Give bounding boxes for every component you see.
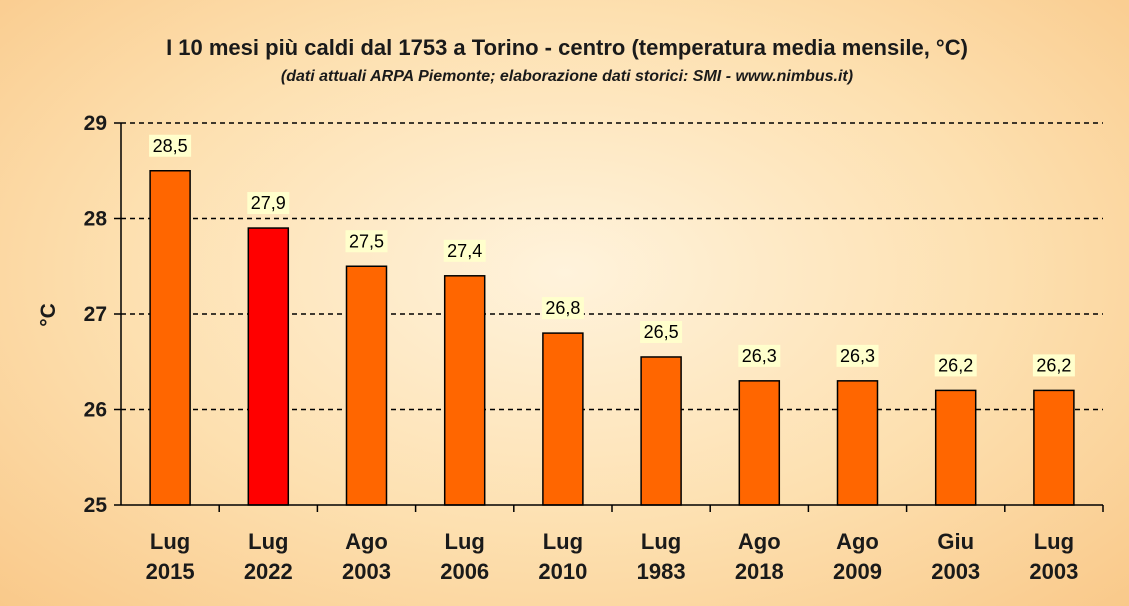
- y-axis-label: °C: [37, 303, 60, 327]
- data-label-bg: [443, 239, 486, 262]
- data-label-bg: [640, 320, 683, 343]
- x-tick-label-month: Ago: [345, 529, 388, 554]
- axes: [114, 122, 1104, 512]
- x-tick-label-year: 2006: [440, 559, 489, 584]
- x-tick-label-month: Lug: [445, 529, 485, 554]
- data-label-bg: [247, 192, 290, 215]
- data-label: 28,5: [153, 136, 188, 156]
- bar: [247, 227, 290, 506]
- x-tick-label-year: 2010: [538, 559, 587, 584]
- x-tick-label-month: Lug: [150, 529, 190, 554]
- x-tick-label-month: Lug: [641, 529, 681, 554]
- y-tick-label: 26: [84, 399, 107, 422]
- x-tick-label-year: 2018: [735, 559, 784, 584]
- bar: [345, 265, 388, 506]
- x-tick-label-year: 2003: [1029, 559, 1078, 584]
- data-label-bg: [836, 344, 879, 367]
- data-label: 26,5: [644, 322, 679, 342]
- bars: [149, 170, 1075, 506]
- y-tick-label: 29: [84, 112, 107, 135]
- data-label-bg: [149, 134, 192, 157]
- bar: [1033, 389, 1075, 506]
- x-tick-label-month: Giu: [937, 529, 974, 554]
- chart-title: I 10 mesi più caldi dal 1753 a Torino - …: [166, 35, 968, 60]
- data-label-bg: [1032, 354, 1075, 377]
- x-tick-label-year: 2022: [244, 559, 293, 584]
- data-label: 26,8: [545, 298, 580, 318]
- data-label-bg: [738, 344, 781, 367]
- data-label-bg: [934, 354, 977, 377]
- x-tick-label-month: Lug: [543, 529, 583, 554]
- bar: [149, 170, 191, 506]
- bar: [934, 389, 977, 506]
- x-tick-label-year: 2015: [146, 559, 195, 584]
- chart-subtitle: (dati attuali ARPA Piemonte; elaborazion…: [281, 68, 853, 85]
- data-label: 26,2: [938, 355, 973, 375]
- data-labels: 28,5 27,9 27,5 27,4 26,8 26,5 26,3 26,3 26,2 26,2: [149, 134, 1075, 377]
- x-tick-label-year: 2003: [931, 559, 980, 584]
- data-label-bg: [541, 297, 584, 320]
- x-tick-label-month: Ago: [836, 529, 879, 554]
- x-tick-label-year: 2003: [342, 559, 391, 584]
- y-tick-label: 28: [84, 208, 108, 231]
- x-tick-label-year: 1983: [637, 559, 686, 584]
- x-tick-label-year: 2009: [833, 559, 882, 584]
- bar: [640, 356, 682, 506]
- data-label: 26,3: [742, 346, 777, 366]
- x-tick-label-month: Lug: [1034, 529, 1074, 554]
- data-label: 27,4: [447, 241, 482, 261]
- y-tick-label: 27: [84, 303, 107, 326]
- bar: [738, 380, 781, 506]
- data-label: 27,5: [349, 231, 384, 251]
- data-label: 27,9: [251, 193, 286, 213]
- tick-labels: 25 26 27 28 29 Lug 2015 Lug 2022 Ago 2003 Lug 2006 Lu…: [84, 112, 1079, 584]
- x-tick-label-month: Ago: [738, 529, 781, 554]
- x-tick-label-month: Lug: [248, 529, 288, 554]
- data-label-bg: [345, 230, 388, 253]
- data-label: 26,3: [840, 346, 875, 366]
- bar: [836, 380, 879, 506]
- y-tick-label: 25: [84, 494, 108, 517]
- bar: [443, 275, 486, 506]
- data-label: 26,2: [1036, 355, 1071, 375]
- bar: [542, 332, 584, 506]
